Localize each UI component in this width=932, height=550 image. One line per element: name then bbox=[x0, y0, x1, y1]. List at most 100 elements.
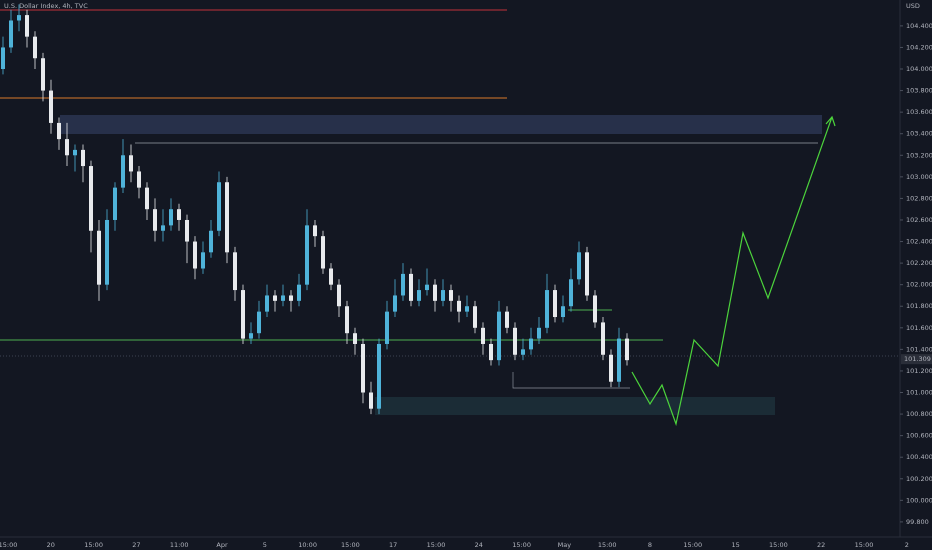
x-tick-label: 15:00 bbox=[512, 541, 531, 549]
x-tick-label: 24 bbox=[475, 541, 483, 549]
candle-body bbox=[393, 295, 397, 312]
chart-title: U.S. Dollar Index, 4h, TVC bbox=[4, 2, 88, 10]
x-tick-label: 22 bbox=[817, 541, 825, 549]
candle-body bbox=[9, 20, 13, 48]
candle-body bbox=[401, 273, 405, 296]
last-price-box bbox=[901, 354, 932, 365]
candle-body bbox=[153, 209, 157, 231]
candle-body bbox=[385, 311, 389, 344]
candle-body bbox=[65, 139, 69, 156]
x-tick-label: 5 bbox=[263, 541, 267, 549]
candle-body bbox=[449, 290, 453, 301]
candle-body bbox=[25, 15, 29, 37]
candle-body bbox=[57, 122, 61, 140]
x-tick-label: 11:00 bbox=[170, 541, 189, 549]
candle-body bbox=[185, 219, 189, 242]
candle-body bbox=[625, 338, 629, 361]
x-tick-label: 15:00 bbox=[855, 541, 874, 549]
candle-body bbox=[121, 155, 125, 188]
candle-body bbox=[377, 343, 381, 409]
candle-body bbox=[369, 392, 373, 409]
candle-body bbox=[529, 338, 533, 350]
candle-body bbox=[425, 284, 429, 291]
y-tick-label: 101.000 bbox=[906, 389, 932, 397]
x-tick-label: 15:00 bbox=[598, 541, 617, 549]
candle-body bbox=[233, 252, 237, 291]
projection-path bbox=[631, 116, 833, 427]
candle-body bbox=[513, 327, 517, 355]
candle-body bbox=[593, 295, 597, 323]
candle-body bbox=[577, 252, 581, 280]
candle-body bbox=[177, 209, 181, 220]
y-tick-label: 104.000 bbox=[906, 65, 932, 73]
candle-body bbox=[281, 295, 285, 301]
y-tick-label: 103.000 bbox=[906, 173, 932, 181]
x-tick-label: 2 bbox=[905, 541, 909, 549]
y-tick-label: 102.200 bbox=[906, 259, 932, 267]
candle-body bbox=[41, 58, 45, 91]
x-tick-label: 20 bbox=[47, 541, 55, 549]
candle-body bbox=[201, 252, 205, 269]
y-tick-label: 101.400 bbox=[906, 345, 932, 353]
y-tick-label: 104.200 bbox=[906, 43, 932, 51]
candle-body bbox=[257, 311, 261, 334]
candle-body bbox=[585, 252, 589, 296]
candle-body bbox=[553, 290, 557, 318]
candle-body bbox=[337, 284, 341, 307]
candle-body bbox=[273, 295, 277, 301]
x-tick-label: 17 bbox=[389, 541, 397, 549]
supply-zone bbox=[60, 115, 822, 134]
x-tick-label: 15:00 bbox=[0, 541, 17, 549]
candle-body bbox=[321, 236, 325, 269]
candle-body bbox=[169, 209, 173, 226]
y-tick-label: 102.600 bbox=[906, 216, 932, 224]
y-tick-label: 100.000 bbox=[906, 496, 932, 504]
candle-body bbox=[17, 15, 21, 21]
last-price-label: 101.309 bbox=[904, 355, 931, 363]
y-tick-label: 100.800 bbox=[906, 410, 932, 418]
y-tick-label: 100.400 bbox=[906, 453, 932, 461]
candle-body bbox=[217, 182, 221, 231]
candle-body bbox=[49, 90, 53, 123]
candle-body bbox=[601, 322, 605, 355]
candle-body bbox=[521, 349, 525, 355]
candle-body bbox=[457, 300, 461, 312]
candle-body bbox=[489, 343, 493, 361]
candle-body bbox=[33, 36, 37, 59]
candle-body bbox=[481, 327, 485, 344]
candle-body bbox=[561, 306, 565, 318]
candle-body bbox=[609, 354, 613, 382]
candle-body bbox=[505, 311, 509, 328]
candle-body bbox=[409, 273, 413, 301]
y-tick-label: 104.400 bbox=[906, 22, 932, 30]
y-tick-label: 99.800 bbox=[906, 518, 929, 526]
y-tick-label: 103.400 bbox=[906, 130, 932, 138]
candle-body bbox=[329, 268, 333, 285]
x-tick-label: 15:00 bbox=[683, 541, 702, 549]
candle-body bbox=[305, 225, 309, 285]
range-marker bbox=[512, 372, 630, 389]
candle-body bbox=[545, 290, 549, 328]
y-tick-label: 101.800 bbox=[906, 302, 932, 310]
candle-body bbox=[97, 230, 101, 285]
candle-body bbox=[1, 47, 5, 70]
candle-body bbox=[617, 338, 621, 382]
projection-arrow bbox=[825, 115, 836, 127]
x-tick-label: 15 bbox=[731, 541, 739, 549]
y-tick-label: 100.600 bbox=[906, 432, 932, 440]
y-tick-label: 101.200 bbox=[906, 367, 932, 375]
y-tick-label: 103.600 bbox=[906, 108, 932, 116]
candle-body bbox=[89, 166, 93, 231]
y-tick-label: 100.200 bbox=[906, 475, 932, 483]
candle-body bbox=[473, 306, 477, 328]
x-tick-label: 27 bbox=[132, 541, 140, 549]
candle-body bbox=[569, 279, 573, 307]
candle-body bbox=[161, 225, 165, 231]
candle-body bbox=[537, 327, 541, 339]
x-tick-label: 15:00 bbox=[84, 541, 103, 549]
candle-body bbox=[297, 284, 301, 301]
y-tick-label: 103.800 bbox=[906, 87, 932, 95]
candle-body bbox=[241, 290, 245, 339]
candle-body bbox=[113, 187, 117, 220]
